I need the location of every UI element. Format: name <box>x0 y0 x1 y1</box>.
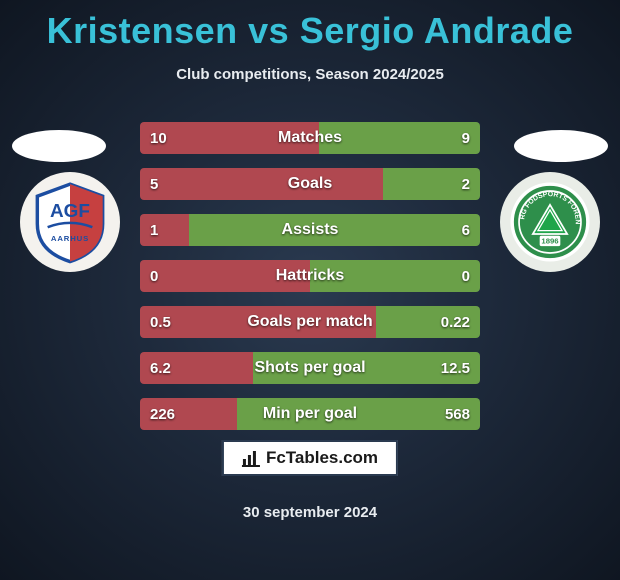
stat-label: Matches <box>140 122 480 154</box>
stat-row: 52Goals <box>140 168 480 200</box>
club-badge-right: VIBORG FODSPORTS FORENING 1896 <box>500 172 600 272</box>
branding-text: FcTables.com <box>266 448 378 468</box>
branding-badge: FcTables.com <box>222 440 398 476</box>
subtitle: Club competitions, Season 2024/2025 <box>0 66 620 83</box>
page-title: Kristensen vs Sergio Andrade <box>0 0 620 52</box>
club-badge-left: AGF AARHUS <box>20 172 120 272</box>
player-photo-left <box>12 130 106 162</box>
stat-label: Shots per goal <box>140 352 480 384</box>
svg-text:1896: 1896 <box>541 237 559 246</box>
agf-text: AGF <box>50 201 90 222</box>
stat-label: Min per goal <box>140 398 480 430</box>
stat-label: Goals per match <box>140 306 480 338</box>
stats-container: 109Matches 52Goals 16Assists 00Hattricks 0.5… <box>140 122 480 430</box>
stat-row: 00Hattricks <box>140 260 480 292</box>
chart-icon <box>242 449 260 467</box>
stat-row: 16Assists <box>140 214 480 246</box>
svg-text:AARHUS: AARHUS <box>51 234 89 243</box>
stat-row: 226568Min per goal <box>140 398 480 430</box>
stat-row: 0.50.22Goals per match <box>140 306 480 338</box>
stat-label: Hattricks <box>140 260 480 292</box>
player-photo-right <box>514 130 608 162</box>
viborg-logo-icon: VIBORG FODSPORTS FORENING 1896 <box>507 179 593 265</box>
agf-logo-icon: AGF AARHUS <box>27 179 113 265</box>
stat-label: Assists <box>140 214 480 246</box>
stat-row: 109Matches <box>140 122 480 154</box>
stat-label: Goals <box>140 168 480 200</box>
date-text: 30 september 2024 <box>0 504 620 521</box>
stat-row: 6.212.5Shots per goal <box>140 352 480 384</box>
